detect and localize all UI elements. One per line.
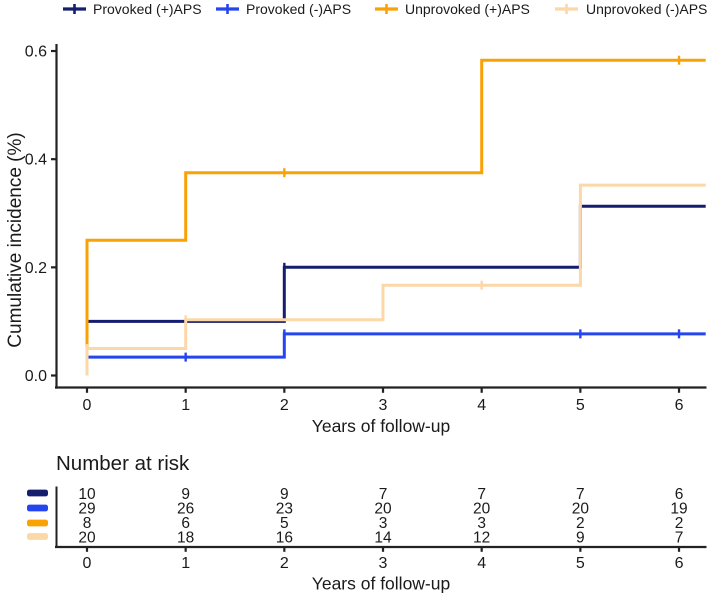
risk-tick-label: 3 [379,555,388,572]
risk-count: 3 [477,515,486,532]
legend-label: Provoked (+)APS [93,1,202,17]
legend-label: Provoked (-)APS [246,1,351,17]
risk-count: 12 [473,530,490,547]
risk-count: 9 [576,530,585,547]
y-tick-label: 0.2 [25,260,47,277]
risk-count: 18 [177,530,194,547]
risk-row-swatch [27,489,48,497]
legend-item: Provoked (+)APS [63,1,202,17]
risk-tick-label: 5 [576,555,585,572]
x-tick-label: 2 [280,397,289,414]
legend-item: Provoked (-)APS [216,1,351,17]
y-tick-label: 0.0 [25,368,47,385]
risk-table-title: Number at risk [56,452,190,475]
km-step-curve [85,183,706,376]
x-axis-title: Years of follow-up [312,416,450,436]
legend-item: Unprovoked (-)APS [555,1,707,17]
risk-tick-label: 0 [83,555,92,572]
km-step-curve [85,332,706,376]
risk-tick-label: 2 [280,555,289,572]
risk-count: 26 [177,501,194,518]
risk-row-swatch [27,504,48,512]
risk-count: 20 [78,530,96,547]
y-tick-label: 0.4 [25,152,47,169]
x-tick-label: 1 [181,397,190,414]
risk-row-swatch [27,533,48,540]
risk-count: 7 [675,530,684,547]
risk-count: 6 [181,515,190,532]
legend-label: Unprovoked (+)APS [405,1,530,17]
km-series-2 [85,329,706,376]
risk-row-swatch [27,519,48,527]
risk-tick-label: 4 [477,555,486,572]
risk-count: 7 [379,486,388,503]
risk-count: 10 [78,486,96,503]
risk-count: 9 [181,486,190,503]
x-tick-label: 4 [477,397,486,414]
risk-count: 29 [78,501,95,518]
legend-item: Unprovoked (+)APS [375,1,530,17]
risk-count: 5 [280,515,289,532]
x-tick-label: 0 [83,397,92,414]
risk-count: 3 [379,515,388,532]
km-step-curve [85,204,706,376]
km-curves [85,55,706,376]
legend: Provoked (+)APS Provoked (-)APS Unprovoked… [63,1,707,17]
km-step-curve [85,58,706,376]
y-axis-title: Cumulative incidence (%) [5,132,26,347]
risk-count: 23 [276,501,293,518]
km-series-1 [85,204,706,376]
risk-count: 19 [670,501,687,518]
x-tick-label: 5 [576,397,585,414]
x-tick-label: 3 [379,397,388,414]
cumulative-incidence-plot: 0.0 0.2 0.4 0.6 0 1 2 3 4 5 6 Cumulative incidence … [5,44,707,436]
legend-label: Unprovoked (-)APS [586,1,707,17]
y-tick-label: 0.6 [25,44,47,61]
risk-count: 2 [576,515,585,532]
risk-x-axis-title: Years of follow-up [312,574,450,594]
risk-count: 20 [374,501,392,518]
risk-count: 20 [473,501,491,518]
risk-count: 7 [576,486,585,503]
x-tick-label: 6 [675,397,684,414]
risk-count: 8 [83,515,92,532]
risk-count: 16 [276,530,293,547]
risk-count: 20 [572,501,590,518]
risk-count: 14 [374,530,392,547]
risk-count: 9 [280,486,289,503]
risk-count: 6 [675,486,684,503]
km-series-4 [85,183,706,376]
risk-tick-label: 1 [181,555,190,572]
risk-count: 2 [675,515,684,532]
km-series-3 [85,55,706,376]
risk-count: 7 [477,486,486,503]
risk-tick-label: 6 [675,555,684,572]
